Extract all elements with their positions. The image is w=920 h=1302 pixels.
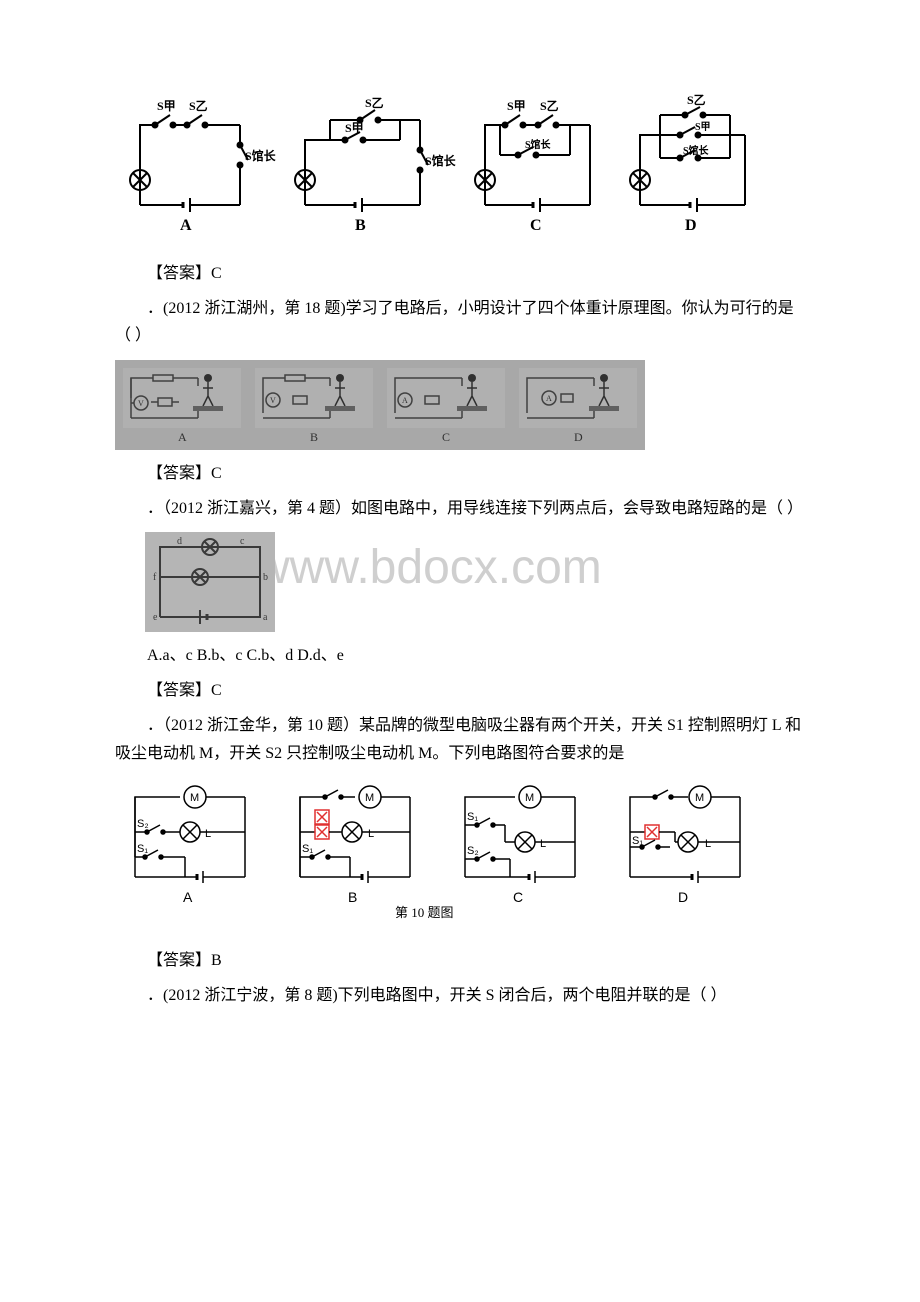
- q4-text: ．（2012 浙江金华，第 10 题）某品牌的微型电脑吸尘器有两个开关，开关 S…: [115, 712, 805, 766]
- q3-text-content: ．（2012 浙江嘉兴，第 4 题）如图电路中，用导线连接下列两点后，会导致电路…: [147, 500, 803, 517]
- svg-text:S馆长: S馆长: [425, 153, 457, 168]
- q4-answer: 【答案】B: [115, 947, 805, 974]
- svg-text:S乙: S乙: [365, 96, 384, 110]
- svg-text:L: L: [368, 828, 374, 840]
- q3-options: A.a、c B.b、c C.b、d D.d、e: [115, 642, 805, 669]
- q3-answer: 【答案】C: [115, 677, 805, 704]
- svg-text:V: V: [270, 396, 276, 405]
- svg-text:S₂: S₂: [467, 845, 479, 857]
- q2-text-content: ．(2012 浙江湖州，第 18 题)学习了电路后，小明设计了四个体重计原理图。…: [115, 300, 794, 344]
- svg-text:A: A: [180, 217, 192, 234]
- svg-text:S甲: S甲: [695, 121, 711, 133]
- q5-text-content: ．(2012 浙江宁波，第 8 题)下列电路图中，开关 S 闭合后，两个电阻并联…: [147, 987, 727, 1004]
- svg-text:S馆长: S馆长: [525, 138, 552, 151]
- svg-text:B: B: [355, 217, 366, 234]
- svg-text:S甲: S甲: [157, 99, 176, 113]
- svg-text:c: c: [240, 536, 245, 547]
- svg-text:L: L: [540, 838, 546, 850]
- svg-text:b: b: [263, 572, 268, 583]
- svg-text:第 10 题图: 第 10 题图: [395, 905, 454, 920]
- svg-text:A: A: [183, 889, 193, 905]
- svg-text:A: A: [178, 430, 187, 444]
- q4-svg: M S₂ S₁ L A M: [115, 777, 765, 937]
- svg-text:S₂: S₂: [137, 818, 149, 830]
- svg-text:M: M: [365, 792, 374, 804]
- svg-text:D: D: [574, 430, 583, 444]
- svg-text:D: D: [685, 217, 697, 234]
- svg-text:A: A: [546, 394, 552, 403]
- svg-text:B: B: [348, 889, 357, 905]
- svg-text:C: C: [442, 430, 450, 444]
- q1-circuits-svg: S甲 S乙 S馆长 A S乙 S甲 S馆长: [115, 90, 765, 250]
- q3-text: ．（2012 浙江嘉兴，第 4 题）如图电路中，用导线连接下列两点后，会导致电路…: [115, 495, 805, 522]
- q3-figure-wrap: www.bdocx.com dc fb ea: [115, 532, 805, 632]
- svg-text:d: d: [177, 536, 182, 547]
- svg-text:S乙: S乙: [687, 93, 706, 107]
- svg-text:L: L: [205, 828, 211, 840]
- svg-text:S乙: S乙: [540, 99, 559, 113]
- q5-text: ．(2012 浙江宁波，第 8 题)下列电路图中，开关 S 闭合后，两个电阻并联…: [115, 982, 805, 1009]
- svg-text:S₁: S₁: [467, 811, 478, 823]
- svg-text:V: V: [138, 399, 144, 408]
- svg-text:S₁: S₁: [302, 843, 313, 855]
- q3-figure: dc fb ea: [115, 532, 805, 632]
- svg-text:M: M: [695, 792, 704, 804]
- svg-text:L: L: [705, 838, 711, 850]
- svg-text:M: M: [525, 792, 534, 804]
- q2-svg: V A V B A C: [115, 360, 645, 450]
- svg-text:C: C: [513, 889, 523, 905]
- svg-text:a: a: [263, 612, 268, 623]
- svg-text:S馆长: S馆长: [245, 148, 277, 163]
- q2-figure: V A V B A C: [115, 360, 805, 450]
- q2-answer: 【答案】C: [115, 460, 805, 487]
- q1-answer: 【答案】C: [115, 260, 805, 287]
- q3-svg: dc fb ea: [145, 532, 275, 632]
- svg-text:S馆长: S馆长: [683, 144, 710, 157]
- q2-text: ．(2012 浙江湖州，第 18 题)学习了电路后，小明设计了四个体重计原理图。…: [115, 295, 805, 349]
- svg-text:S乙: S乙: [189, 99, 208, 113]
- q1-figure: S甲 S乙 S馆长 A S乙 S甲 S馆长: [115, 90, 805, 250]
- svg-text:D: D: [678, 889, 688, 905]
- svg-text:M: M: [190, 792, 199, 804]
- q4-figure: M S₂ S₁ L A M: [115, 777, 805, 937]
- svg-text:S₁: S₁: [632, 835, 643, 847]
- svg-text:A: A: [402, 396, 408, 405]
- svg-text:S甲: S甲: [345, 121, 364, 135]
- svg-text:e: e: [153, 612, 158, 623]
- svg-text:C: C: [530, 217, 542, 234]
- svg-text:S₁: S₁: [137, 843, 148, 855]
- svg-text:B: B: [310, 430, 318, 444]
- q4-text-content: ．（2012 浙江金华，第 10 题）某品牌的微型电脑吸尘器有两个开关，开关 S…: [115, 717, 801, 761]
- svg-text:S甲: S甲: [507, 99, 526, 113]
